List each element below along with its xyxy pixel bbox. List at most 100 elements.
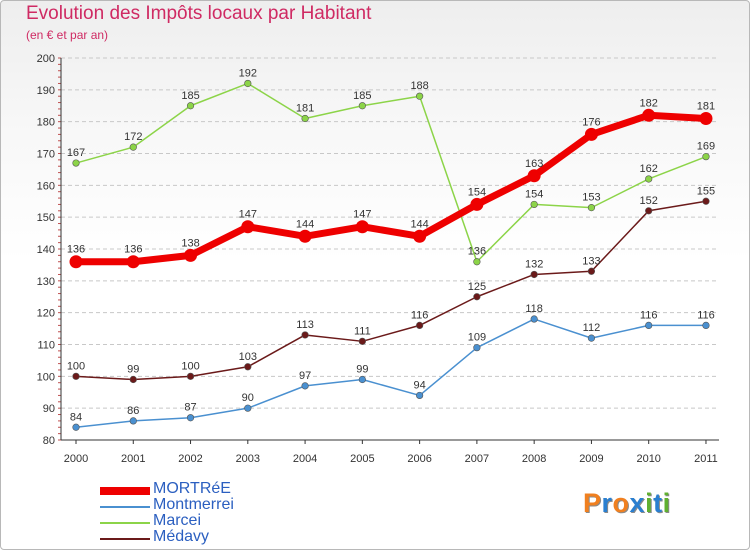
y-tick-label: 100 (37, 371, 55, 383)
data-label: 163 (525, 158, 543, 170)
x-tick-label: 2008 (522, 453, 546, 465)
data-label: 185 (181, 90, 199, 102)
data-point (72, 159, 80, 167)
x-tick-label: 2001 (121, 453, 145, 465)
data-label: 94 (413, 379, 425, 391)
data-point (473, 258, 481, 266)
data-point (470, 197, 484, 211)
x-tick-label: 2002 (178, 453, 202, 465)
logo-letter: x (629, 488, 646, 518)
data-label: 138 (181, 237, 199, 249)
data-label: 152 (640, 195, 658, 207)
data-label: 192 (239, 67, 257, 79)
logo-letter: P (583, 488, 602, 518)
data-point (358, 102, 366, 110)
data-point (186, 414, 195, 422)
data-point (587, 204, 596, 212)
data-label: 100 (181, 360, 199, 372)
x-tick-label: 2005 (350, 453, 374, 465)
data-label: 154 (525, 188, 543, 200)
y-tick-label: 140 (37, 244, 55, 256)
data-label: 185 (353, 90, 371, 102)
data-label: 133 (582, 255, 600, 267)
data-point (301, 114, 309, 123)
data-label: 182 (640, 97, 658, 109)
data-label: 113 (296, 319, 314, 331)
series-line-mortrée (76, 111, 707, 266)
legend-item: Médavy (100, 528, 360, 547)
y-tick-label: 110 (37, 340, 55, 352)
logo-letter: i (645, 488, 654, 518)
data-label: 176 (582, 116, 600, 128)
chart-subtitle: (en € et par an) (26, 28, 109, 42)
data-label: 90 (242, 392, 254, 404)
series-line-marcei (75, 82, 707, 263)
data-point (530, 315, 538, 323)
data-label: 99 (356, 364, 368, 376)
data-point (358, 337, 366, 345)
legend-item: Marcei (100, 512, 360, 531)
data-label: 116 (640, 309, 658, 321)
data-point (530, 200, 538, 209)
logo-letter: o (612, 488, 630, 518)
data-point (413, 229, 427, 243)
data-point (699, 111, 713, 125)
data-label: 86 (127, 405, 139, 417)
legend-label: Marcei (153, 512, 202, 529)
x-tick-label: 2011 (694, 453, 718, 465)
data-label: 172 (124, 131, 142, 143)
x-tick-label: 2003 (236, 453, 260, 465)
y-tick-label: 80 (43, 435, 55, 447)
y-tick-label: 190 (37, 85, 55, 97)
data-label: 144 (296, 218, 314, 230)
data-label: 153 (582, 192, 600, 204)
data-label: 136 (468, 246, 486, 258)
data-point (587, 334, 596, 342)
y-tick-label: 90 (43, 403, 55, 415)
data-label: 125 (468, 281, 486, 293)
legend-swatch (100, 487, 150, 495)
data-point (584, 127, 598, 141)
data-point (129, 375, 137, 384)
legend-label: Médavy (153, 528, 210, 545)
data-point (355, 220, 369, 234)
data-label: 147 (239, 209, 257, 221)
y-tick-label: 160 (37, 180, 55, 192)
series-line-montmerrei (75, 318, 706, 429)
x-tick-label: 2010 (636, 453, 660, 465)
data-label: 84 (70, 411, 82, 423)
data-point (186, 372, 195, 380)
logo-letter: t (653, 488, 663, 518)
y-tick-label: 130 (37, 276, 55, 288)
y-tick-label: 180 (37, 117, 55, 129)
data-point (301, 331, 309, 339)
data-point (129, 417, 137, 425)
data-point (72, 372, 80, 380)
data-point (126, 255, 140, 269)
data-label: 169 (697, 141, 715, 153)
logo-letter: r (601, 488, 613, 518)
data-point (530, 270, 538, 279)
data-label: 147 (353, 209, 371, 221)
data-label: 144 (410, 218, 428, 230)
data-point (416, 391, 424, 400)
data-point (642, 108, 656, 122)
data-label: 112 (583, 322, 601, 334)
data-point (473, 344, 481, 352)
y-tick-label: 150 (37, 212, 55, 224)
data-label: 116 (697, 309, 715, 321)
y-tick-label: 120 (37, 308, 55, 320)
chart-legend: MORTRéE Montmerrei Marcei Médavy (100, 480, 360, 547)
data-label: 99 (127, 364, 139, 376)
legend-label: Montmerrei (153, 496, 234, 513)
data-point (702, 153, 710, 161)
data-point (244, 404, 252, 412)
data-label: 136 (124, 244, 142, 256)
data-label: 155 (697, 185, 715, 197)
proxiti-logo: Proxiti (583, 488, 671, 519)
data-point (244, 79, 252, 88)
data-point (416, 321, 424, 330)
legend-swatch (100, 538, 150, 540)
